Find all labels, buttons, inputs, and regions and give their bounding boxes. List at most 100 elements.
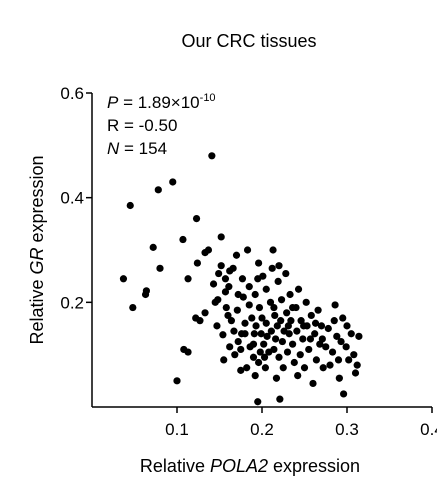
- data-point: [307, 311, 315, 320]
- n-value-symbol: N: [107, 139, 120, 158]
- data-point: [214, 296, 222, 304]
- n-value-annotation: N = 154: [107, 139, 167, 158]
- data-point: [350, 351, 358, 359]
- data-point: [353, 361, 361, 369]
- data-point: [255, 358, 263, 367]
- data-point: [296, 351, 304, 359]
- data-point: [299, 335, 307, 343]
- data-point: [226, 343, 234, 351]
- data-point: [238, 275, 247, 283]
- data-point: [335, 374, 343, 382]
- data-point: [277, 317, 285, 325]
- data-point: [255, 259, 263, 267]
- data-point: [273, 322, 281, 330]
- data-point: [221, 288, 230, 296]
- data-point: [351, 369, 360, 377]
- data-point: [305, 345, 313, 354]
- data-point: [272, 374, 281, 382]
- data-point: [300, 322, 308, 330]
- data-point: [283, 348, 292, 356]
- x-axis-label-gene: POLA2: [210, 456, 268, 476]
- data-point: [262, 319, 270, 327]
- p-value-annotation: P = 1.89×10-10: [107, 92, 216, 112]
- data-point: [300, 364, 309, 372]
- data-point: [340, 390, 348, 398]
- data-point: [237, 345, 245, 354]
- data-point: [215, 269, 223, 278]
- data-point: [333, 332, 341, 340]
- p-value-mantissa: = 1.89×10: [118, 93, 199, 112]
- data-point: [267, 327, 275, 335]
- data-point: [234, 337, 242, 346]
- data-point: [225, 283, 233, 291]
- data-point: [245, 301, 253, 309]
- data-point: [311, 319, 320, 327]
- y-axis-label-gene: GR: [27, 248, 47, 275]
- data-point: [255, 303, 264, 312]
- data-point: [193, 259, 201, 267]
- data-point: [219, 331, 227, 339]
- y-axis-label: Relative GR expression: [27, 155, 47, 344]
- data-point: [217, 233, 225, 241]
- data-point: [221, 275, 230, 283]
- data-point: [220, 356, 228, 364]
- data-points: [119, 152, 363, 406]
- data-point: [324, 324, 332, 333]
- data-point: [222, 303, 230, 312]
- data-point: [263, 332, 271, 340]
- data-point: [184, 275, 192, 283]
- data-point: [284, 322, 292, 330]
- data-point: [289, 303, 297, 312]
- data-point: [256, 348, 264, 356]
- data-point: [261, 364, 269, 372]
- data-point: [343, 322, 351, 330]
- data-point: [279, 364, 287, 372]
- data-point: [192, 314, 200, 322]
- data-point: [277, 296, 286, 304]
- data-point: [245, 283, 253, 291]
- y-tick-label: 0.4: [60, 189, 84, 208]
- data-point: [169, 178, 177, 186]
- data-point: [184, 348, 192, 356]
- data-point: [142, 287, 150, 295]
- data-point: [345, 356, 353, 364]
- data-point: [250, 330, 258, 338]
- x-axis-label-prefix: Relative: [140, 456, 210, 476]
- data-point: [275, 262, 283, 270]
- x-tick-label: 0.2: [250, 420, 274, 439]
- data-point: [330, 317, 338, 325]
- data-point: [270, 345, 278, 354]
- data-point: [289, 340, 297, 348]
- data-point: [252, 322, 260, 330]
- data-point: [217, 262, 225, 270]
- chart-title: Our CRC tissues: [181, 31, 316, 51]
- data-point: [149, 243, 157, 251]
- x-tick-label: 0.1: [165, 420, 189, 439]
- data-point: [278, 337, 286, 346]
- data-point: [230, 327, 238, 335]
- data-point: [204, 246, 213, 254]
- data-point: [192, 215, 201, 223]
- data-point: [309, 379, 317, 388]
- data-point: [243, 246, 252, 254]
- data-point: [259, 272, 267, 280]
- y-tick-label: 0.2: [60, 293, 84, 312]
- data-point: [213, 322, 221, 330]
- data-point: [342, 343, 350, 351]
- data-point: [326, 361, 334, 369]
- data-point: [337, 337, 345, 346]
- data-point: [201, 309, 209, 317]
- data-point: [339, 314, 347, 322]
- data-point: [233, 306, 241, 314]
- data-point: [249, 353, 258, 361]
- data-point: [319, 364, 327, 372]
- data-point: [129, 303, 137, 312]
- n-value-count: = 154: [119, 139, 167, 158]
- data-point: [224, 311, 232, 320]
- data-point: [254, 398, 262, 406]
- data-point: [275, 353, 283, 361]
- data-point: [317, 322, 326, 330]
- data-point: [257, 330, 265, 338]
- data-point: [270, 303, 278, 312]
